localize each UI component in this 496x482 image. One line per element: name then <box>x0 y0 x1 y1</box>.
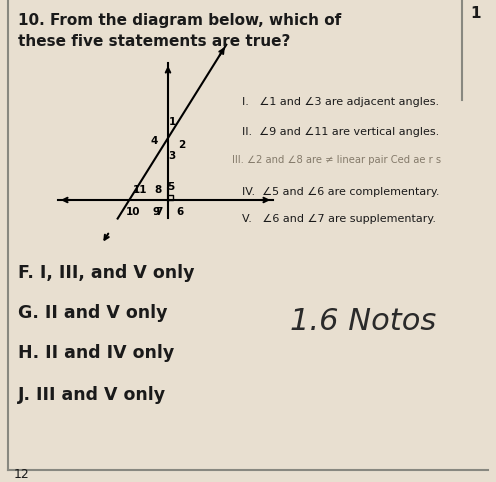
Text: II.  ∠9 and ∠11 are vertical angles.: II. ∠9 and ∠11 are vertical angles. <box>242 127 439 137</box>
Text: 1.6 Notos: 1.6 Notos <box>290 307 436 336</box>
Text: J. III and V only: J. III and V only <box>18 386 166 404</box>
Text: I.   ∠1 and ∠3 are adjacent angles.: I. ∠1 and ∠3 are adjacent angles. <box>242 97 439 107</box>
Text: IV.  ∠5 and ∠6 are complementary.: IV. ∠5 and ∠6 are complementary. <box>242 187 439 197</box>
Text: 2: 2 <box>179 140 186 150</box>
Text: F. I, III, and V only: F. I, III, and V only <box>18 264 194 282</box>
Text: 6: 6 <box>177 207 184 217</box>
Text: 3: 3 <box>168 151 176 161</box>
Text: H. II and IV only: H. II and IV only <box>18 344 174 362</box>
Text: these five statements are true?: these five statements are true? <box>18 34 290 49</box>
Text: 12: 12 <box>14 468 30 481</box>
Text: 11: 11 <box>133 185 147 195</box>
Text: 4: 4 <box>150 136 158 146</box>
Text: V.   ∠6 and ∠7 are supplementary.: V. ∠6 and ∠7 are supplementary. <box>242 214 436 224</box>
Text: 1: 1 <box>168 117 176 127</box>
Text: 8: 8 <box>154 185 162 195</box>
Text: 9: 9 <box>152 207 160 217</box>
Text: 5: 5 <box>167 182 175 192</box>
Text: 10: 10 <box>126 207 140 217</box>
Text: G. II and V only: G. II and V only <box>18 304 168 322</box>
Text: 10. From the diagram below, which of: 10. From the diagram below, which of <box>18 13 341 28</box>
Text: 1: 1 <box>470 6 481 21</box>
Text: III. ∠2 and ∠8 are ≠ linear pair Ced ae r s: III. ∠2 and ∠8 are ≠ linear pair Ced ae … <box>232 155 441 165</box>
Text: 7: 7 <box>155 207 163 217</box>
